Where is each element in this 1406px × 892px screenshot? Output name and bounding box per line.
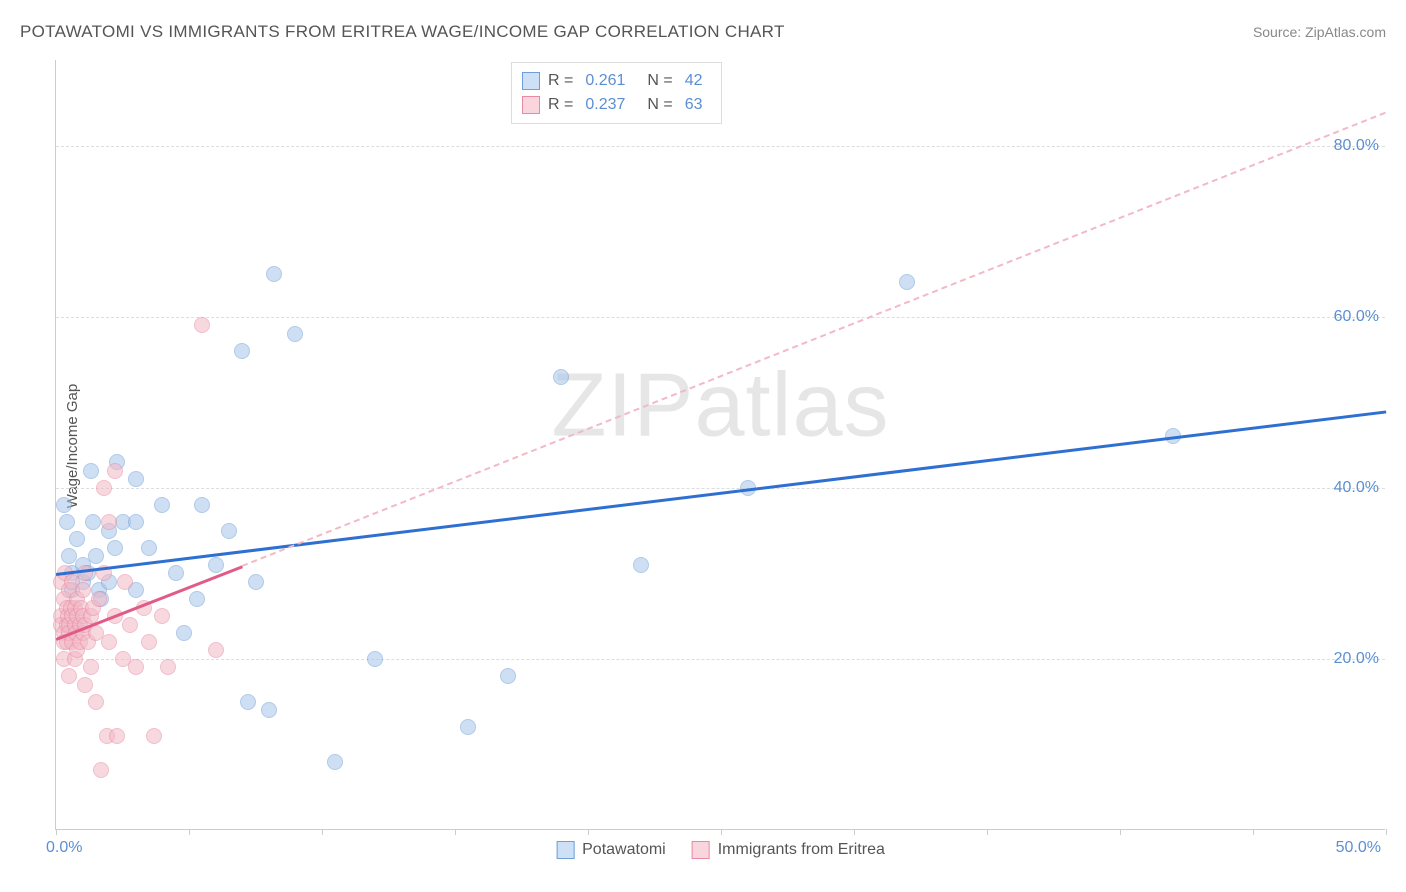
legend-n-label: N = xyxy=(647,93,672,117)
x-tick xyxy=(322,829,323,835)
data-point xyxy=(96,480,112,496)
data-point xyxy=(75,582,91,598)
legend-n-value: 63 xyxy=(685,93,703,117)
gridline xyxy=(56,659,1385,660)
data-point xyxy=(128,471,144,487)
legend-n-label: N = xyxy=(647,69,672,93)
scatter-plot: ZIPatlas R =0.261N =42R =0.237N =63 Pota… xyxy=(55,60,1385,830)
legend-swatch xyxy=(522,72,540,90)
legend-r-value: 0.237 xyxy=(585,93,625,117)
data-point xyxy=(101,514,117,530)
data-point xyxy=(146,728,162,744)
gridline xyxy=(56,317,1385,318)
legend-r-label: R = xyxy=(548,93,573,117)
legend-n-value: 42 xyxy=(685,69,703,93)
data-point xyxy=(59,514,75,530)
legend-label: Immigrants from Eritrea xyxy=(718,841,885,859)
data-point xyxy=(460,719,476,735)
legend-item: Immigrants from Eritrea xyxy=(692,841,885,859)
data-point xyxy=(69,531,85,547)
gridline xyxy=(56,488,1385,489)
data-point xyxy=(168,565,184,581)
legend-row: R = 0.261 N = 42 xyxy=(522,69,707,93)
x-tick xyxy=(1386,829,1387,835)
data-point xyxy=(208,557,224,573)
data-point xyxy=(56,497,72,513)
data-point xyxy=(107,540,123,556)
data-point xyxy=(141,634,157,650)
data-point xyxy=(141,540,157,556)
data-point xyxy=(553,369,569,385)
x-tick-label: 0.0% xyxy=(46,839,82,857)
legend-row: R = 0.237 N = 63 xyxy=(522,93,707,117)
data-point xyxy=(248,574,264,590)
data-point xyxy=(83,463,99,479)
trend-line xyxy=(56,411,1386,576)
data-point xyxy=(107,463,123,479)
x-tick xyxy=(1253,829,1254,835)
chart-title: POTAWATOMI VS IMMIGRANTS FROM ERITREA WA… xyxy=(20,22,785,42)
data-point xyxy=(117,574,133,590)
gridline xyxy=(56,146,1385,147)
data-point xyxy=(208,642,224,658)
x-tick xyxy=(721,829,722,835)
data-point xyxy=(176,625,192,641)
data-point xyxy=(633,557,649,573)
x-tick xyxy=(1120,829,1121,835)
series-legend: Potawatomi Immigrants from Eritrea xyxy=(556,841,885,859)
x-tick xyxy=(854,829,855,835)
data-point xyxy=(160,659,176,675)
data-point xyxy=(154,497,170,513)
correlation-legend: R = 0.261 N = 42 R = 0.237 N = 63 xyxy=(511,62,722,124)
x-tick xyxy=(189,829,190,835)
data-point xyxy=(88,548,104,564)
data-point xyxy=(122,617,138,633)
data-point xyxy=(266,266,282,282)
data-point xyxy=(77,677,93,693)
y-tick-label: 20.0% xyxy=(1334,650,1379,668)
y-tick-label: 40.0% xyxy=(1334,479,1379,497)
x-tick xyxy=(987,829,988,835)
watermark: ZIPatlas xyxy=(551,355,889,458)
data-point xyxy=(109,728,125,744)
data-point xyxy=(261,702,277,718)
legend-r-value: 0.261 xyxy=(585,69,625,93)
data-point xyxy=(500,668,516,684)
legend-swatch xyxy=(692,841,710,859)
data-point xyxy=(101,634,117,650)
x-tick xyxy=(56,829,57,835)
data-point xyxy=(189,591,205,607)
y-tick-label: 60.0% xyxy=(1334,308,1379,326)
data-point xyxy=(154,608,170,624)
data-point xyxy=(128,659,144,675)
source-attribution: Source: ZipAtlas.com xyxy=(1253,24,1386,40)
x-tick xyxy=(588,829,589,835)
data-point xyxy=(61,668,77,684)
data-point xyxy=(83,659,99,675)
x-tick xyxy=(455,829,456,835)
legend-swatch xyxy=(556,841,574,859)
data-point xyxy=(221,523,237,539)
y-tick-label: 80.0% xyxy=(1334,137,1379,155)
x-tick-label: 50.0% xyxy=(1336,839,1381,857)
data-point xyxy=(194,317,210,333)
data-point xyxy=(88,694,104,710)
trend-line-extrapolated xyxy=(242,111,1387,566)
legend-label: Potawatomi xyxy=(582,841,666,859)
data-point xyxy=(234,343,250,359)
data-point xyxy=(91,591,107,607)
data-point xyxy=(287,326,303,342)
data-point xyxy=(85,514,101,530)
data-point xyxy=(327,754,343,770)
data-point xyxy=(93,762,109,778)
legend-item: Potawatomi xyxy=(556,841,666,859)
data-point xyxy=(367,651,383,667)
legend-swatch xyxy=(522,96,540,114)
data-point xyxy=(194,497,210,513)
data-point xyxy=(128,514,144,530)
legend-r-label: R = xyxy=(548,69,573,93)
data-point xyxy=(240,694,256,710)
data-point xyxy=(899,274,915,290)
